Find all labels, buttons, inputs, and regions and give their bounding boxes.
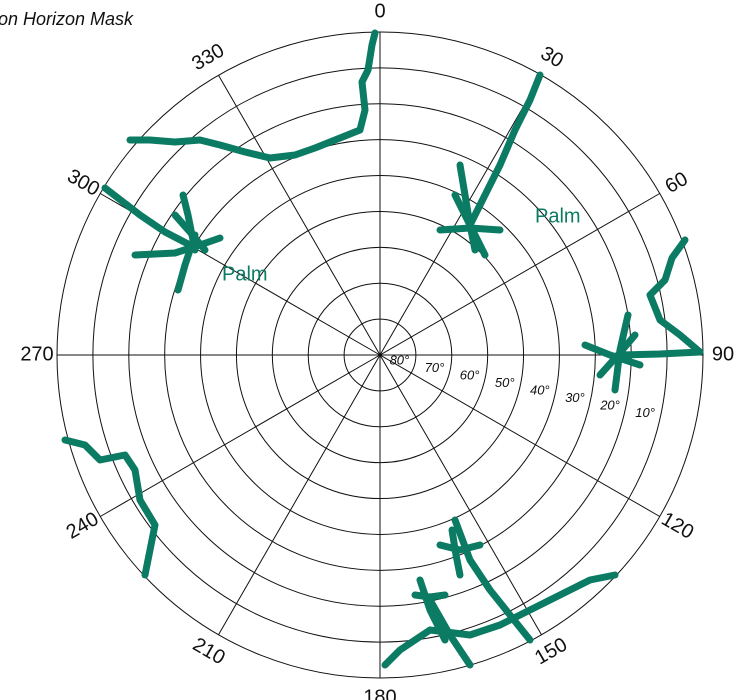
diagram-title: on Horizon Mask	[0, 9, 134, 29]
right-obstruction	[581, 236, 704, 394]
azimuth-spoke	[379, 75, 542, 356]
azimuth-label: 0	[374, 0, 385, 22]
lower-obstruction	[381, 516, 619, 669]
azimuth-label: 210	[189, 634, 229, 670]
azimuth-spoke	[218, 75, 381, 356]
left-lower-obstruction	[61, 436, 159, 579]
azimuth-label: 180	[363, 686, 396, 700]
azimuth-spoke	[379, 354, 542, 635]
azimuth-label: 330	[188, 39, 228, 75]
elevation-label: 50°	[495, 375, 515, 390]
obstruction-label: Palm	[535, 205, 581, 227]
azimuth-label: 30	[537, 42, 567, 72]
azimuth-spoke	[100, 354, 381, 517]
azimuth-spoke	[379, 354, 660, 517]
palm-left	[101, 184, 224, 294]
azimuth-label: 240	[63, 508, 103, 544]
azimuth-spoke	[218, 354, 381, 635]
azimuth-label: 300	[63, 165, 103, 201]
elevation-label: 80°	[390, 353, 410, 368]
azimuth-label: 150	[531, 634, 571, 670]
elevation-label: 40°	[530, 382, 550, 397]
azimuth-label: 90	[712, 343, 734, 365]
elevation-label: 10°	[635, 405, 655, 420]
azimuth-label: 120	[657, 508, 697, 544]
palm-upper	[436, 71, 544, 259]
azimuth-spoke	[379, 193, 660, 356]
tree-line	[126, 29, 379, 162]
elevation-label: 30°	[565, 390, 585, 405]
elevation-label: 70°	[425, 360, 445, 375]
elevation-label: 20°	[599, 397, 620, 412]
obstruction-strokes	[61, 29, 704, 669]
azimuth-label: 60	[662, 168, 692, 198]
azimuth-label: 270	[20, 343, 53, 365]
obstruction-label: Palm	[222, 263, 268, 285]
elevation-label: 60°	[460, 368, 480, 383]
